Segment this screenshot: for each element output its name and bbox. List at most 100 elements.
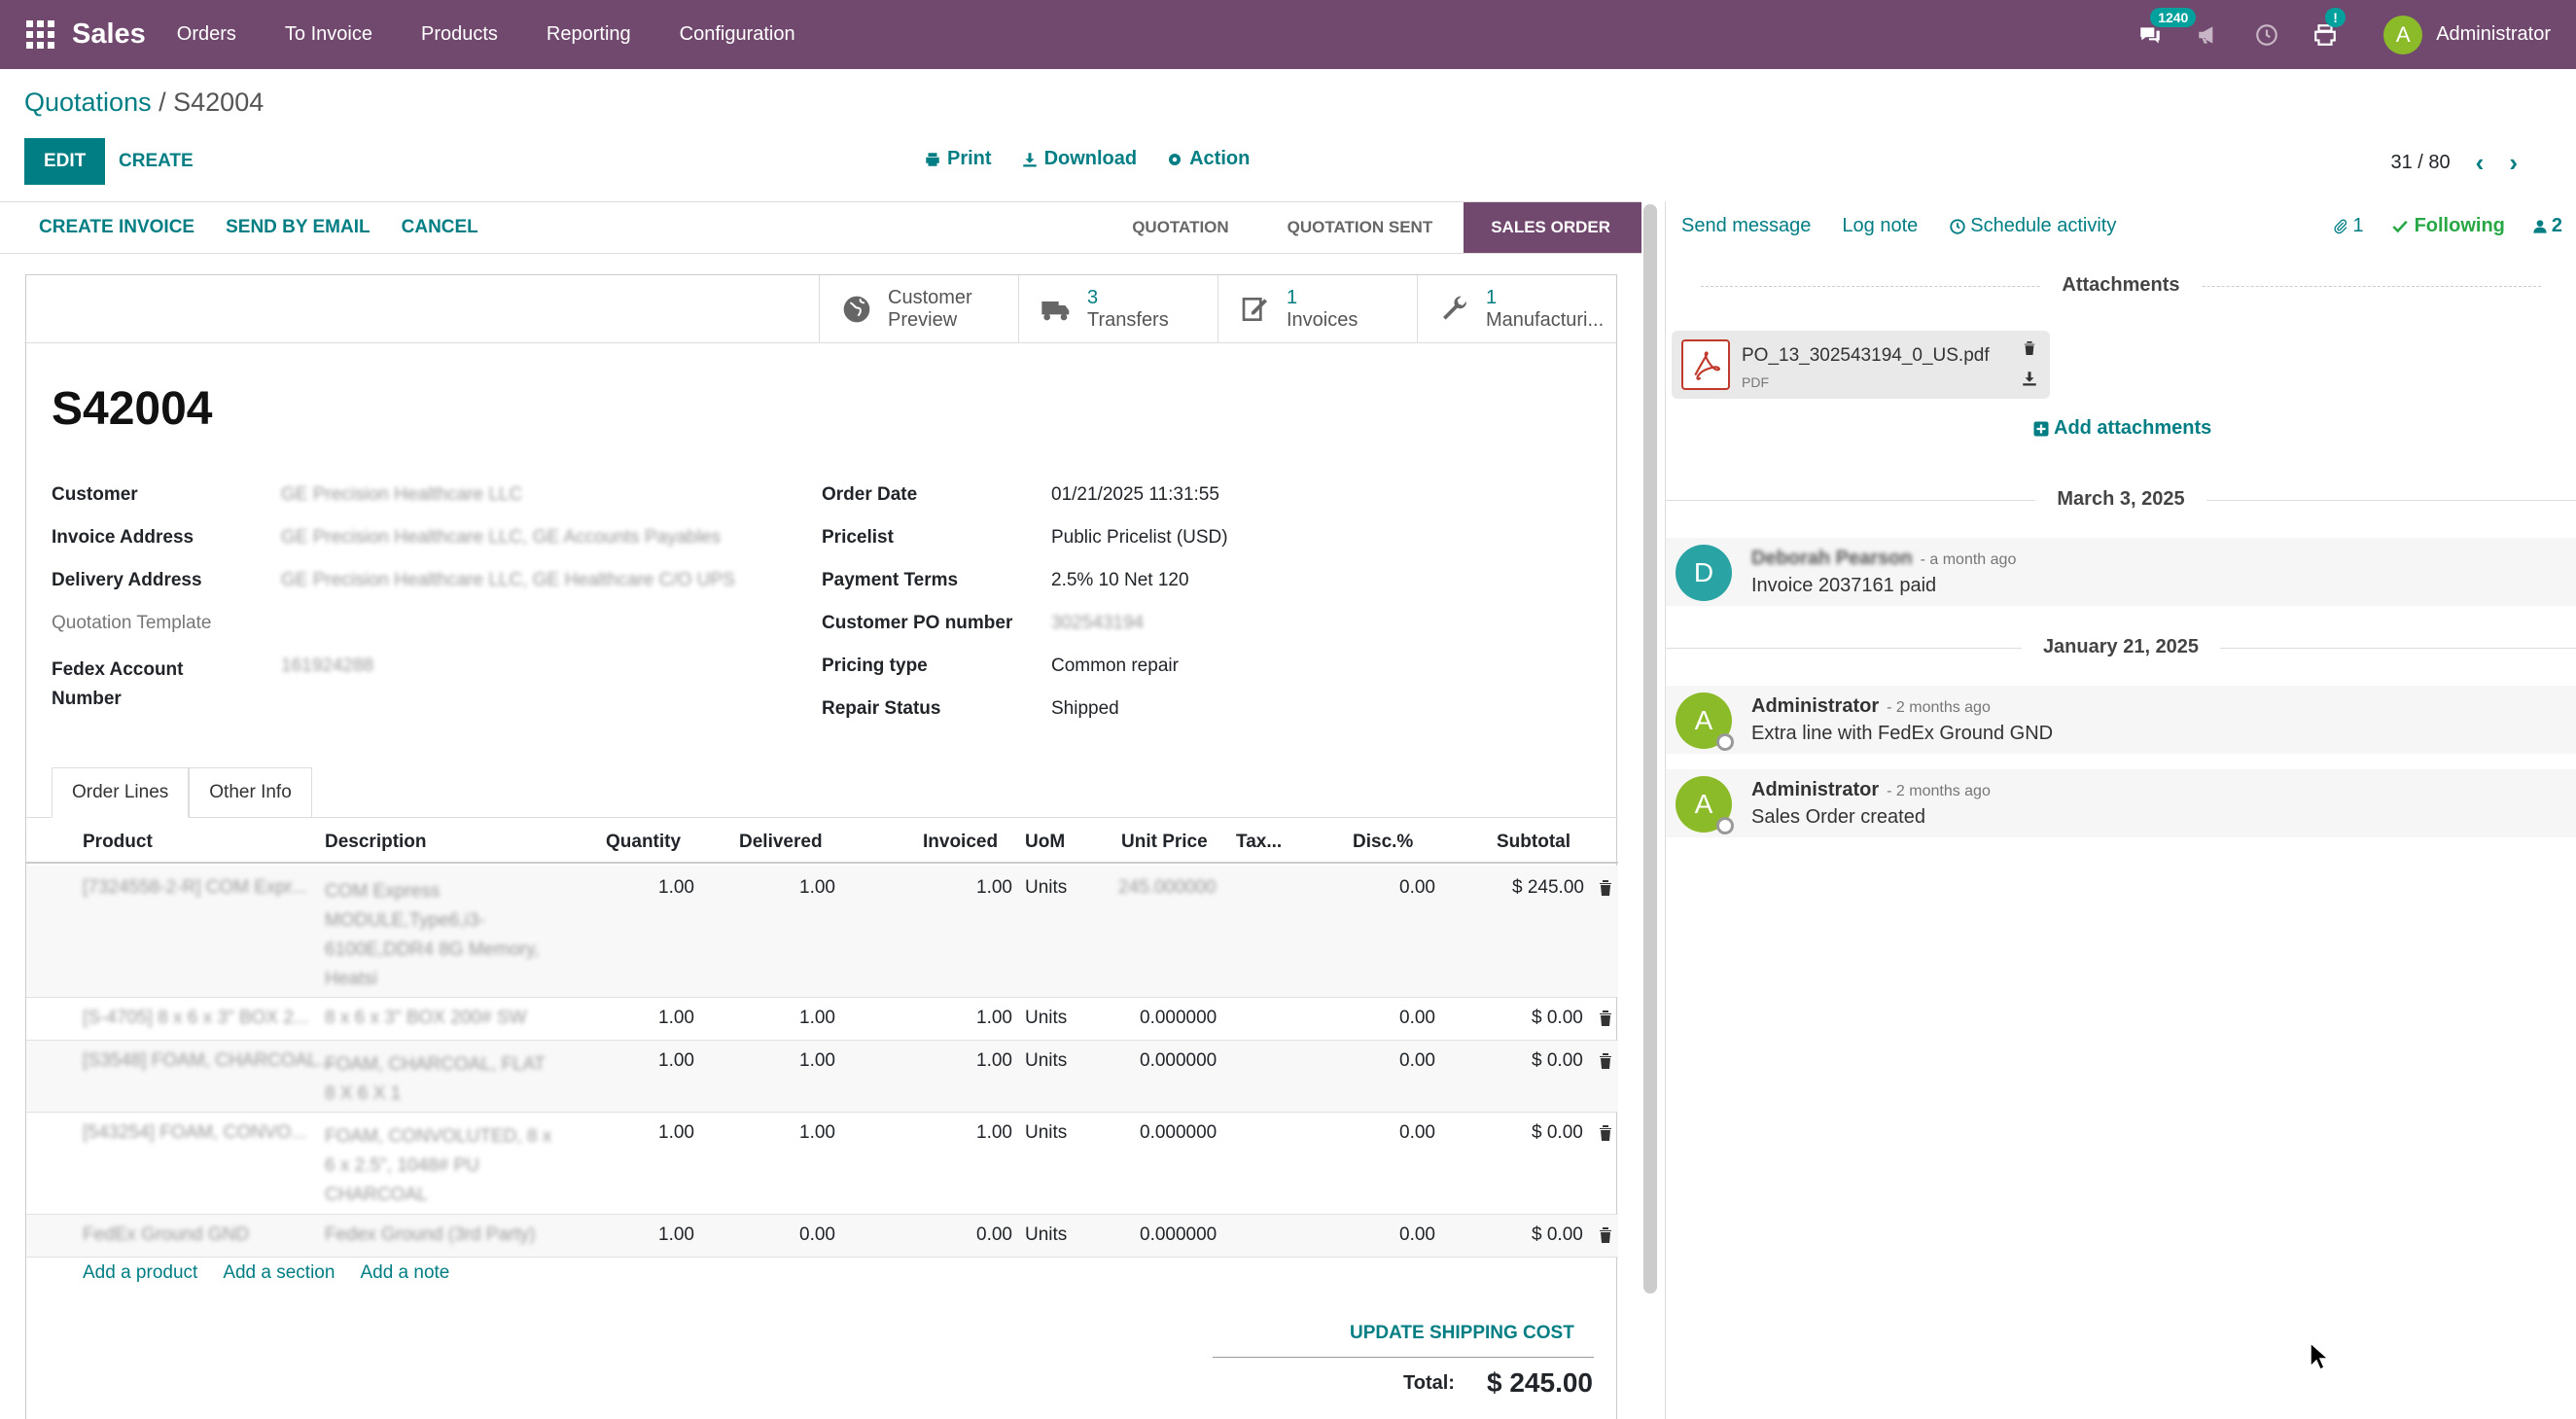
printer-icon[interactable]: !: [2311, 7, 2346, 49]
order-line-row[interactable]: FedEx Ground GND Fedex Ground (3rd Party…: [26, 1215, 1618, 1258]
col-uom[interactable]: UoM: [1025, 832, 1066, 852]
cancel-button[interactable]: CANCEL: [401, 217, 478, 237]
menu-to-invoice[interactable]: To Invoice: [284, 23, 372, 45]
pager-next-icon[interactable]: ›: [2509, 148, 2518, 177]
line-quantity[interactable]: 1.00: [658, 1224, 694, 1245]
following-button[interactable]: Following: [2391, 215, 2505, 237]
trash-icon[interactable]: [1598, 1052, 1613, 1076]
attachment-card[interactable]: PO_13_302543194_0_US.pdf PDF: [1672, 331, 2050, 399]
line-discount[interactable]: 0.00: [1399, 1224, 1435, 1245]
line-quantity[interactable]: 1.00: [658, 1050, 694, 1071]
line-uom[interactable]: Units: [1025, 877, 1068, 898]
line-delivered[interactable]: 1.00: [799, 1050, 835, 1071]
line-delivered[interactable]: 1.00: [799, 877, 835, 898]
line-uom[interactable]: Units: [1025, 1050, 1068, 1071]
line-product[interactable]: [7324558-2-R] COM Expr...: [83, 877, 307, 898]
line-quantity[interactable]: 1.00: [658, 1122, 694, 1143]
trash-icon[interactable]: [1598, 1010, 1613, 1033]
col-description[interactable]: Description: [325, 832, 427, 852]
line-unit-price[interactable]: 0.000000: [1140, 1122, 1217, 1143]
breadcrumb-quotations[interactable]: Quotations: [24, 88, 152, 117]
create-button[interactable]: CREATE: [119, 151, 194, 171]
menu-configuration[interactable]: Configuration: [679, 23, 795, 45]
line-discount[interactable]: 0.00: [1399, 877, 1435, 898]
action-button[interactable]: Action: [1166, 148, 1250, 170]
print-button[interactable]: Print: [924, 148, 992, 170]
apps-menu-icon[interactable]: [21, 17, 58, 53]
invoices-button[interactable]: 1 Invoices: [1217, 275, 1417, 343]
line-uom[interactable]: Units: [1025, 1122, 1068, 1143]
customer-preview-button[interactable]: Customer Preview: [819, 275, 1018, 343]
user-name[interactable]: Administrator: [2436, 23, 2551, 45]
line-delivered[interactable]: 1.00: [799, 1008, 835, 1028]
line-uom[interactable]: Units: [1025, 1224, 1068, 1245]
line-description[interactable]: 8 x 6 x 3" BOX 200# SW: [325, 1008, 527, 1028]
clock-icon[interactable]: [2253, 21, 2280, 49]
trash-icon[interactable]: [1598, 1226, 1613, 1250]
add-section-link[interactable]: Add a section: [223, 1262, 335, 1283]
line-discount[interactable]: 0.00: [1399, 1050, 1435, 1071]
trash-icon[interactable]: [1598, 879, 1613, 903]
col-product[interactable]: Product: [83, 832, 153, 852]
col-delivered[interactable]: Delivered: [739, 832, 823, 852]
invoice-address-value[interactable]: GE Precision Healthcare LLC, GE Accounts…: [281, 527, 722, 548]
line-discount[interactable]: 0.00: [1399, 1008, 1435, 1028]
app-name[interactable]: Sales: [72, 18, 146, 50]
line-product[interactable]: [S3548] FOAM, CHARCOAL...: [83, 1050, 334, 1071]
line-description[interactable]: COM Express MODULE,Type6,i3- 6100E,DDR4 8G…: [325, 881, 540, 989]
message-author[interactable]: Deborah Pearson: [1751, 548, 1913, 569]
message-author[interactable]: Administrator: [1751, 695, 1880, 717]
user-avatar[interactable]: A: [2383, 15, 2423, 54]
send-by-email-button[interactable]: SEND BY EMAIL: [226, 217, 371, 237]
transfers-button[interactable]: 3 Transfers: [1018, 275, 1217, 343]
edit-button[interactable]: EDIT: [24, 138, 106, 185]
menu-orders[interactable]: Orders: [176, 23, 236, 45]
line-unit-price[interactable]: 0.000000: [1140, 1008, 1217, 1028]
line-uom[interactable]: Units: [1025, 1008, 1068, 1028]
col-discount[interactable]: Disc.%: [1353, 832, 1414, 852]
fedex-account-value[interactable]: 161924288: [281, 656, 374, 676]
order-line-row[interactable]: [S-4705] 8 x 6 x 3" BOX 2... 8 x 6 x 3" …: [26, 998, 1618, 1041]
send-message-button[interactable]: Send message: [1681, 215, 1812, 236]
order-line-row[interactable]: [S3548] FOAM, CHARCOAL... FOAM, CHARCOAL…: [26, 1041, 1618, 1113]
followers-button[interactable]: 2: [2532, 215, 2562, 237]
pager-previous-icon[interactable]: ‹: [2475, 148, 2485, 177]
col-invoiced[interactable]: Invoiced: [923, 832, 999, 852]
customer-value[interactable]: GE Precision Healthcare LLC: [281, 484, 523, 505]
avatar[interactable]: D: [1676, 545, 1732, 601]
download-icon[interactable]: [2021, 370, 2038, 392]
line-product[interactable]: FedEx Ground GND: [83, 1224, 250, 1245]
attachment-count-button[interactable]: 1: [2333, 215, 2364, 237]
col-subtotal[interactable]: Subtotal: [1497, 832, 1570, 852]
manufacturing-button[interactable]: 1 Manufacturi...: [1417, 275, 1616, 343]
avatar[interactable]: A: [1676, 776, 1734, 834]
stage-quotation[interactable]: QUOTATION: [1132, 218, 1229, 236]
update-shipping-cost-button[interactable]: UPDATE SHIPPING COST: [1350, 1323, 1574, 1343]
tab-other-info[interactable]: Other Info: [189, 767, 312, 818]
line-product[interactable]: [543254] FOAM, CONVO...: [83, 1122, 307, 1143]
col-taxes[interactable]: Tax...: [1236, 832, 1283, 852]
col-unit-price[interactable]: Unit Price: [1121, 832, 1208, 852]
line-quantity[interactable]: 1.00: [658, 1008, 694, 1028]
stage-sales-order[interactable]: SALES ORDER: [1464, 202, 1641, 253]
messaging-icon[interactable]: 1240: [2136, 7, 2197, 49]
add-note-link[interactable]: Add a note: [360, 1262, 450, 1283]
schedule-activity-button[interactable]: Schedule activity: [1949, 215, 2116, 237]
trash-icon[interactable]: [2023, 340, 2036, 361]
menu-products[interactable]: Products: [420, 23, 498, 45]
download-button[interactable]: Download: [1021, 148, 1137, 170]
order-line-row[interactable]: [7324558-2-R] COM Expr... COM Express MOD…: [26, 866, 1618, 998]
megaphone-icon[interactable]: [2195, 21, 2222, 49]
add-product-link[interactable]: Add a product: [83, 1262, 198, 1283]
add-attachments-button[interactable]: Add attachments: [2032, 417, 2211, 440]
line-discount[interactable]: 0.00: [1399, 1122, 1435, 1143]
menu-reporting[interactable]: Reporting: [546, 23, 631, 45]
stage-quotation-sent[interactable]: QUOTATION SENT: [1287, 218, 1433, 236]
order-line-row[interactable]: [543254] FOAM, CONVO... FOAM, CONVOLUTED…: [26, 1113, 1618, 1215]
tab-order-lines[interactable]: Order Lines: [52, 767, 190, 818]
line-delivered[interactable]: 0.00: [799, 1224, 835, 1245]
line-unit-price[interactable]: 0.000000: [1140, 1050, 1217, 1071]
line-quantity[interactable]: 1.00: [658, 877, 694, 898]
log-note-button[interactable]: Log note: [1842, 215, 1919, 236]
